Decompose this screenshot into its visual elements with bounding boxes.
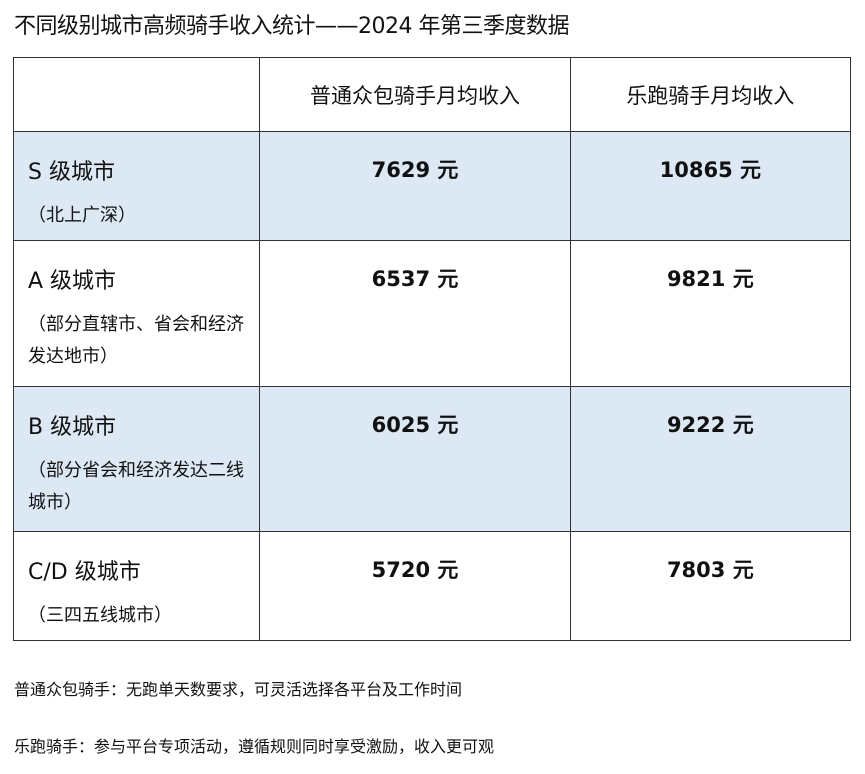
- note-lepao-rider: 乐跑骑手：参与平台专项活动，遵循规则同时享受激励，收入更可观: [14, 737, 495, 756]
- city-desc: （部分省会和经济发达二线城市）: [28, 460, 244, 513]
- header-lepao-rider: 乐跑骑手月均收入: [569, 57, 852, 132]
- city-cell: B 级城市 （部分省会和经济发达二线城市）: [12, 386, 261, 532]
- normal-income: 6025 元: [259, 386, 571, 532]
- header-empty: [12, 57, 261, 132]
- normal-income: 7629 元: [259, 131, 571, 241]
- lepao-income: 10865 元: [569, 131, 852, 241]
- city-cell: C/D 级城市 （三四五线城市）: [12, 531, 261, 641]
- table-row: B 级城市 （部分省会和经济发达二线城市） 6025 元 9222 元: [12, 386, 852, 532]
- city-cell: A 级城市 （部分直辖市、省会和经济发达地市）: [12, 240, 261, 387]
- table-row: A 级城市 （部分直辖市、省会和经济发达地市） 6537 元 9821 元: [12, 240, 852, 387]
- header-normal-rider: 普通众包骑手月均收入: [259, 57, 571, 132]
- lepao-income: 9821 元: [569, 240, 852, 387]
- city-level: S 级城市: [28, 160, 115, 185]
- table-row: S 级城市 （北上广深） 7629 元 10865 元: [12, 131, 852, 241]
- city-cell: S 级城市 （北上广深）: [12, 131, 261, 241]
- income-table: 普通众包骑手月均收入 乐跑骑手月均收入 S 级城市 （北上广深） 7629 元 1…: [12, 57, 852, 641]
- city-level: C/D 级城市: [28, 560, 141, 585]
- normal-income: 6537 元: [259, 240, 571, 387]
- normal-income: 5720 元: [259, 531, 571, 641]
- city-level: B 级城市: [28, 415, 117, 440]
- page-title: 不同级别城市高频骑手收入统计——2024 年第三季度数据: [14, 14, 569, 39]
- header-row: 普通众包骑手月均收入 乐跑骑手月均收入: [12, 57, 852, 132]
- table-row: C/D 级城市 （三四五线城市） 5720 元 7803 元: [12, 531, 852, 641]
- city-level: A 级城市: [28, 269, 117, 294]
- note-normal-rider: 普通众包骑手：无跑单天数要求，可灵活选择各平台及工作时间: [14, 680, 463, 699]
- city-desc: （北上广深）: [28, 205, 136, 226]
- city-desc: （三四五线城市）: [28, 605, 172, 626]
- lepao-income: 7803 元: [569, 531, 852, 641]
- lepao-income: 9222 元: [569, 386, 852, 532]
- city-desc: （部分直辖市、省会和经济发达地市）: [28, 314, 244, 367]
